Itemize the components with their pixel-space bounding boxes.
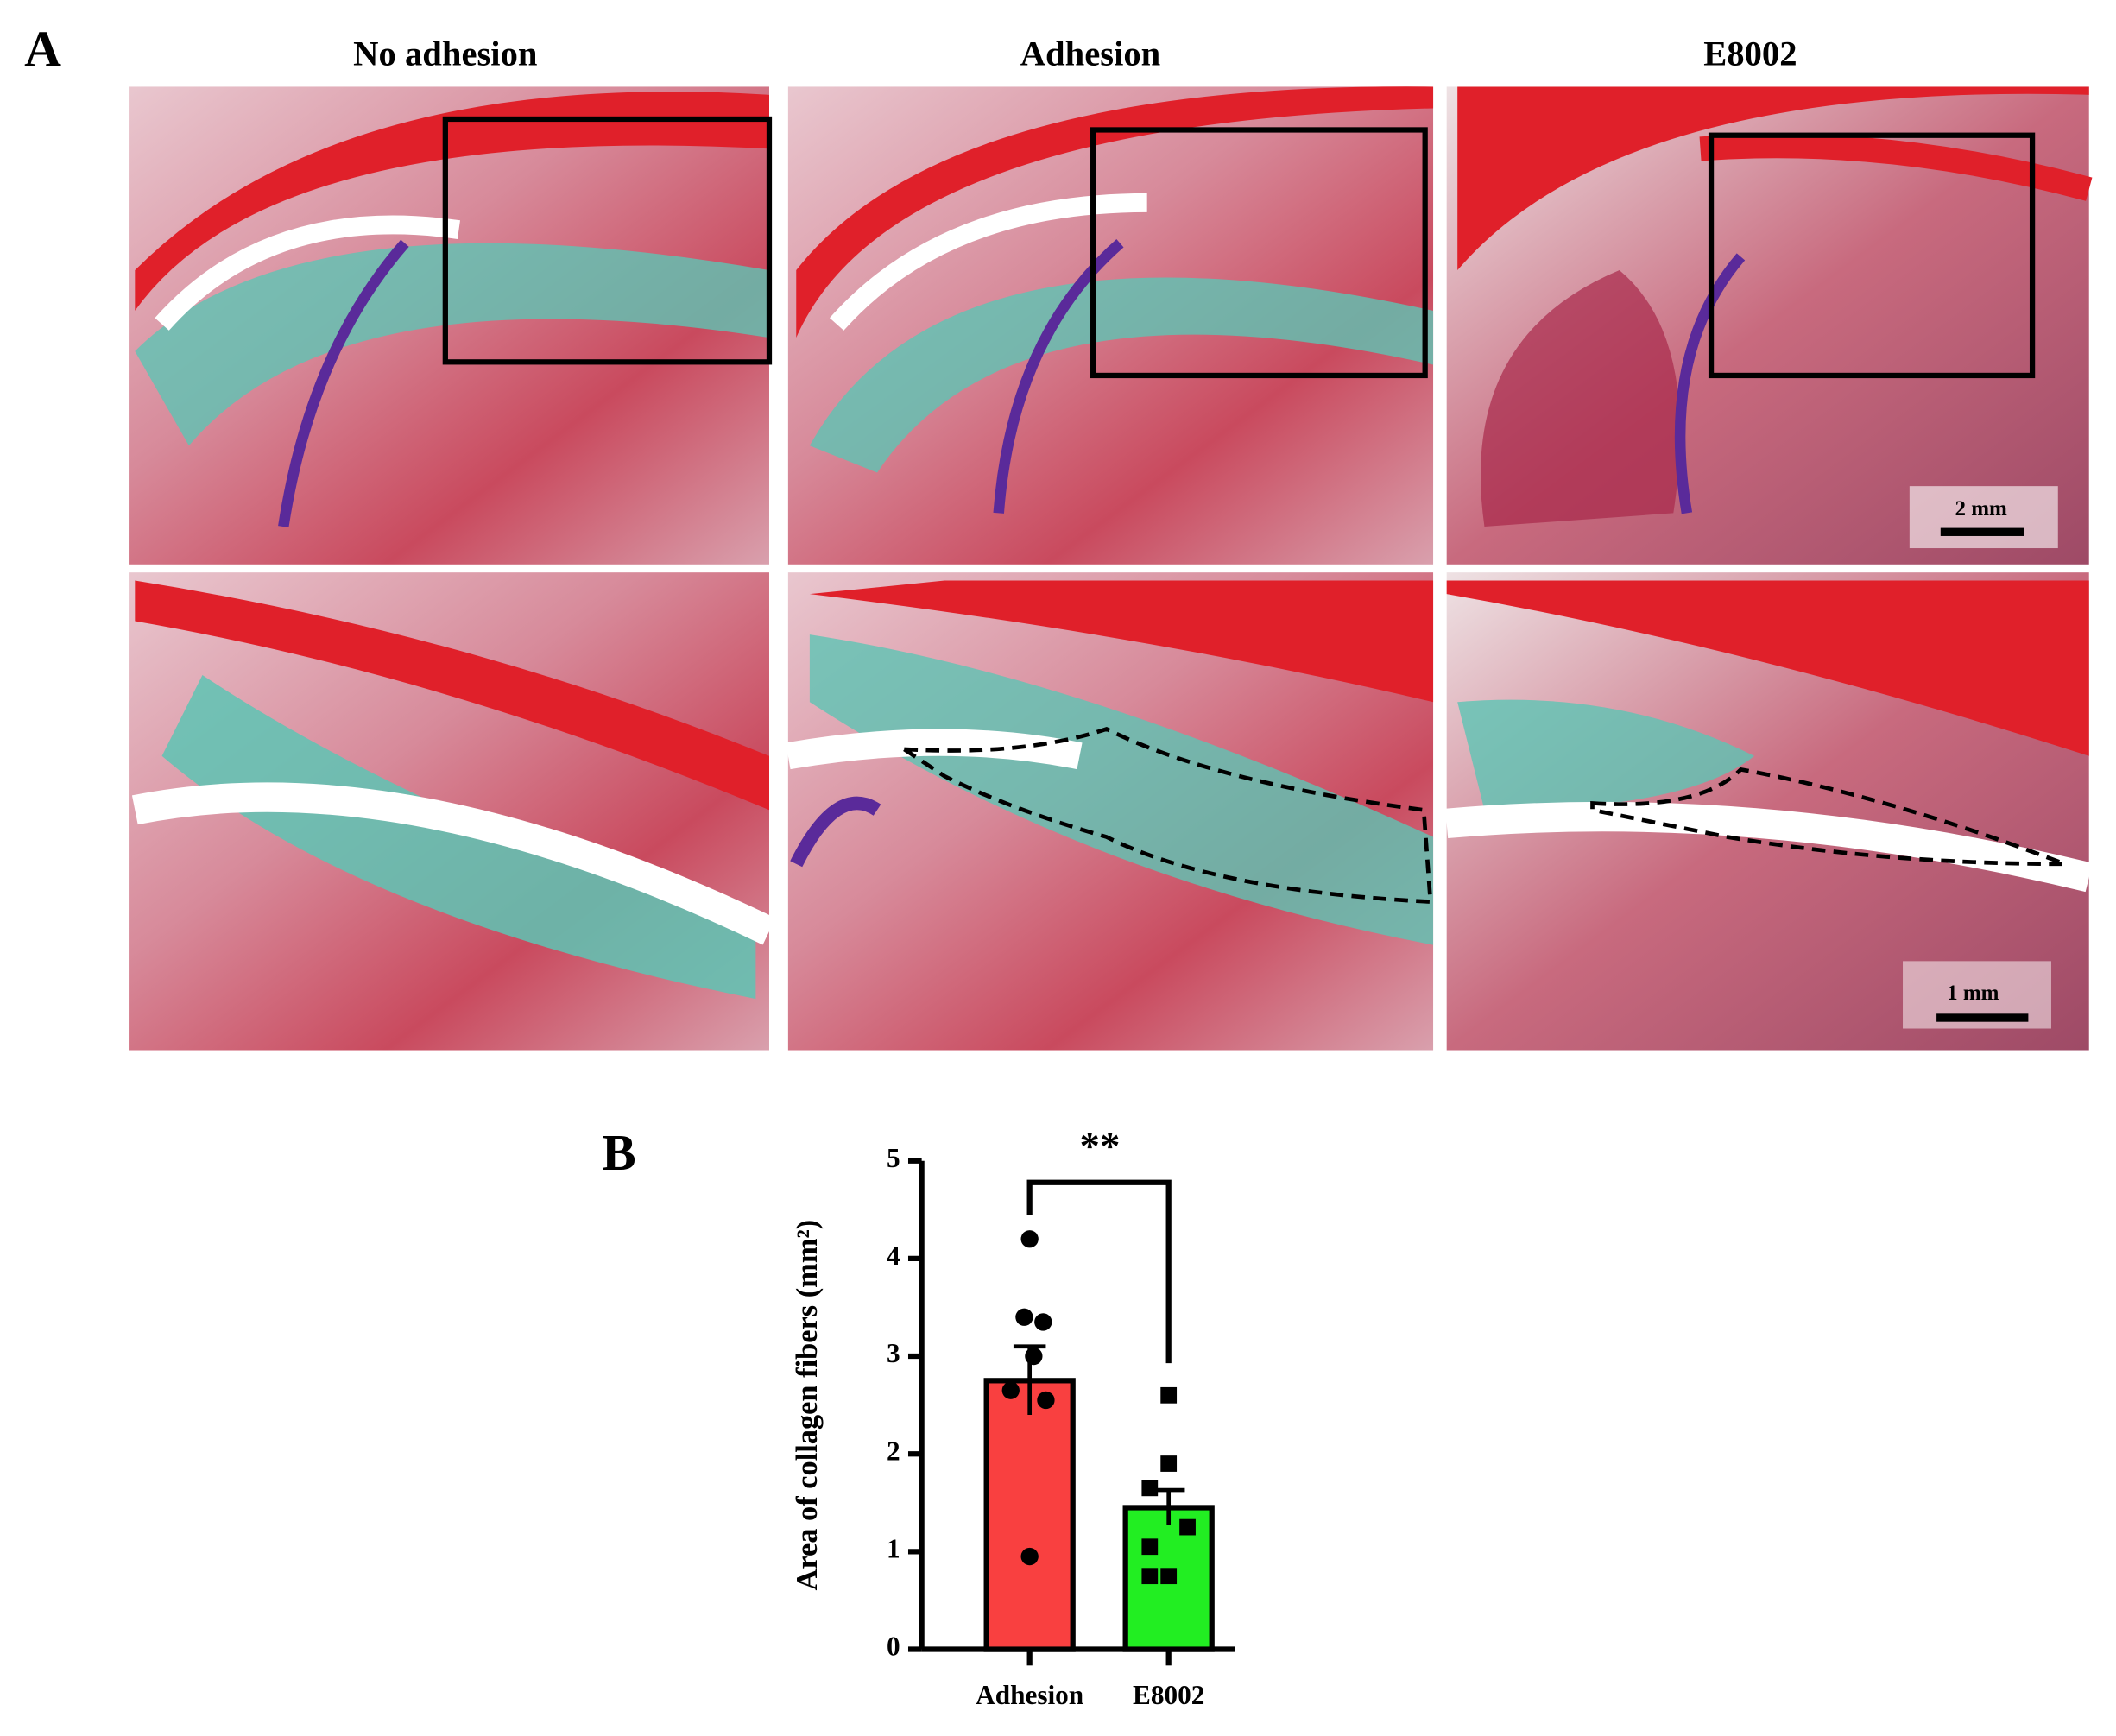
micrograph	[1446, 86, 2093, 565]
data-point	[1160, 1386, 1178, 1404]
data-point	[1001, 1381, 1020, 1399]
data-point	[1037, 1391, 1055, 1410]
column-title: No adhesion	[353, 34, 537, 73]
micrograph	[129, 572, 776, 1051]
significance-bracket	[1026, 1179, 1172, 1364]
y-tick-label: 5	[887, 1143, 900, 1173]
scale-bar-label: 2 mm	[1955, 497, 2007, 521]
panel-label: A	[24, 21, 61, 78]
micrograph	[787, 86, 1434, 565]
y-tick-label: 0	[887, 1632, 900, 1662]
column-title: Adhesion	[1020, 34, 1161, 73]
data-point	[1160, 1568, 1178, 1585]
data-point	[1179, 1518, 1196, 1536]
data-point	[1141, 1538, 1159, 1556]
y-axis-title: Area of collagen fibers (mm²)	[791, 1220, 824, 1591]
bar	[983, 1378, 1076, 1652]
data-point	[1015, 1308, 1033, 1326]
x-tick-label: Adhesion	[976, 1680, 1083, 1710]
scale-bar-label: 1 mm	[1947, 982, 1999, 1005]
data-point	[1160, 1455, 1178, 1472]
data-point	[1020, 1547, 1039, 1566]
data-point	[1141, 1568, 1159, 1585]
micrograph	[1445, 572, 2093, 1051]
data-point	[1020, 1230, 1039, 1248]
micrograph	[786, 572, 1434, 1051]
y-tick-label: 4	[887, 1240, 900, 1271]
panel-label: B	[602, 1124, 636, 1181]
column-title: E8002	[1703, 34, 1797, 73]
x-tick-label: E8002	[1133, 1680, 1204, 1710]
data-point	[1034, 1313, 1052, 1331]
y-tick-label: 1	[887, 1534, 900, 1564]
y-tick-label: 3	[887, 1338, 900, 1368]
data-point	[1025, 1347, 1043, 1366]
y-tick-label: 2	[887, 1436, 900, 1466]
micrograph	[129, 86, 773, 565]
data-point	[1141, 1480, 1159, 1497]
significance-label: **	[1080, 1124, 1121, 1169]
